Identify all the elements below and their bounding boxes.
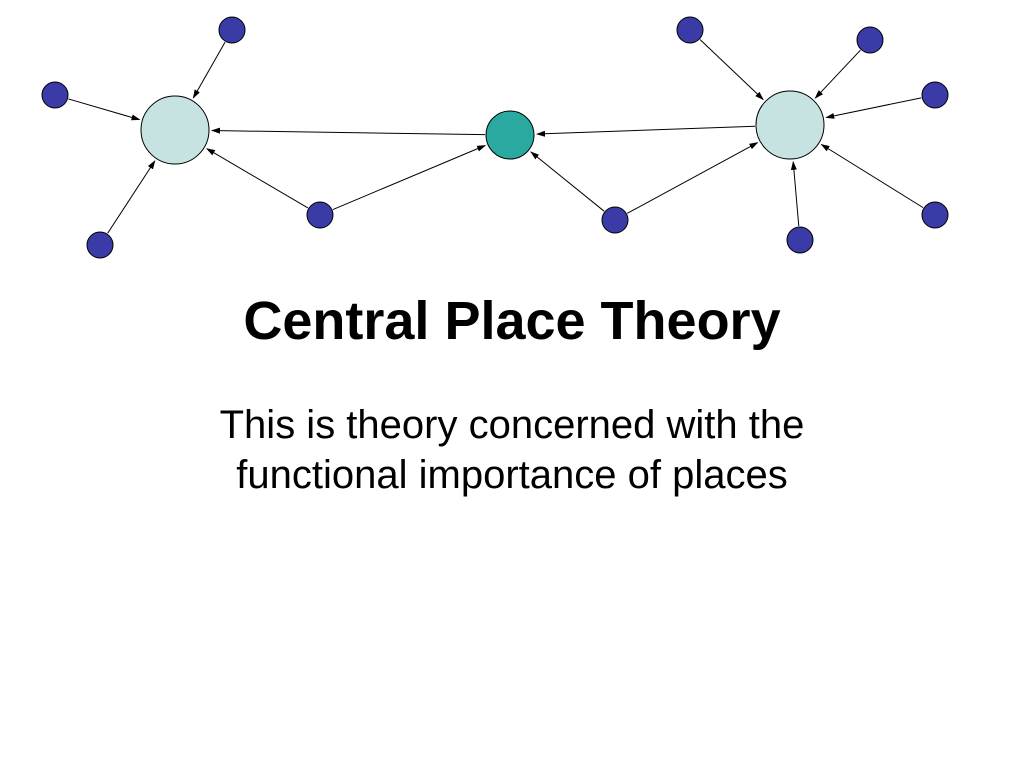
edge xyxy=(793,162,799,226)
edge xyxy=(826,98,921,118)
nodes-layer xyxy=(42,17,948,258)
node-hubL xyxy=(141,96,209,164)
slide-title: Central Place Theory xyxy=(0,290,1024,352)
node-sR2 xyxy=(857,27,883,53)
edge xyxy=(333,145,485,209)
node-sL2 xyxy=(42,82,68,108)
edge xyxy=(68,99,139,120)
slide-subtitle: This is theory concerned with the functi… xyxy=(132,400,892,500)
node-sL1 xyxy=(219,17,245,43)
edge xyxy=(108,161,155,233)
edge xyxy=(700,40,763,100)
node-sR3 xyxy=(922,82,948,108)
edge xyxy=(212,131,485,135)
node-hubR xyxy=(756,91,824,159)
edge xyxy=(193,42,225,98)
slide-canvas: Central Place Theory This is theory conc… xyxy=(0,0,1024,768)
node-sL4 xyxy=(307,202,333,228)
node-sR5 xyxy=(787,227,813,253)
node-sC1 xyxy=(602,207,628,233)
node-sR4 xyxy=(922,202,948,228)
edge xyxy=(815,50,860,98)
edge xyxy=(537,126,755,134)
network-diagram xyxy=(0,0,1024,768)
edge xyxy=(207,149,308,208)
node-sL3 xyxy=(87,232,113,258)
node-sR1 xyxy=(677,17,703,43)
edge xyxy=(531,152,604,211)
node-hubC xyxy=(486,111,534,159)
edge xyxy=(821,145,923,208)
edge xyxy=(627,143,757,214)
